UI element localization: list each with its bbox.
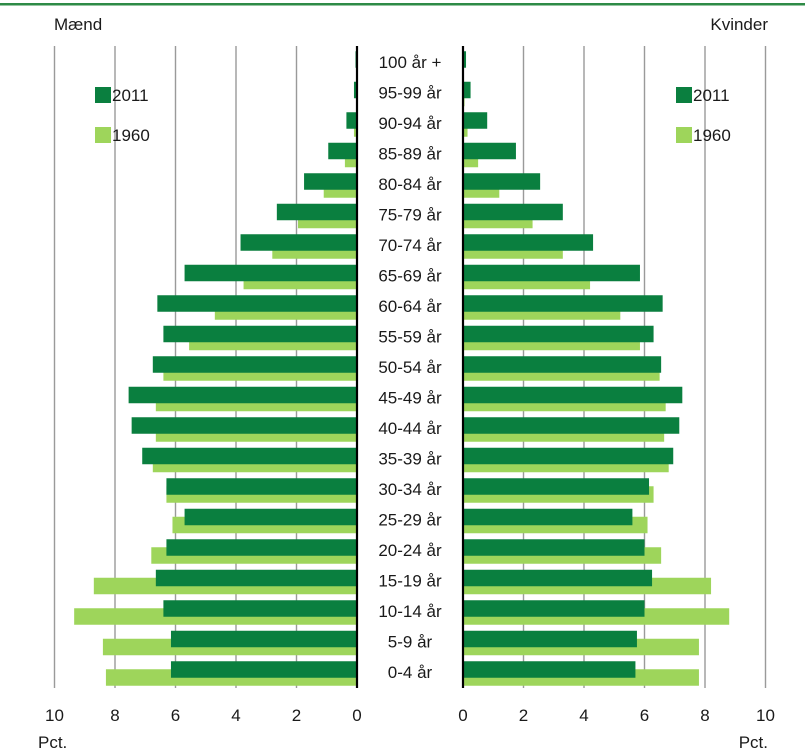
bar-women-2011-9 (463, 325, 654, 343)
bar-women-2011-2 (463, 112, 488, 129)
age-group-label: 0-4 år (388, 663, 433, 682)
age-group-label: 75-79 år (378, 206, 442, 225)
bar-men-2011-19 (170, 630, 357, 648)
bar-men-2011-5 (276, 203, 357, 221)
tick-label-right: 2 (519, 706, 528, 725)
bar-men-2011-11 (128, 386, 357, 404)
bar-women-2011-18 (463, 600, 645, 617)
bar-men-2011-4 (304, 173, 357, 190)
bar-men-2011-18 (163, 600, 357, 617)
tick-label-left: 4 (231, 706, 240, 725)
bar-men-2011-2 (346, 112, 357, 129)
bar-women-2011-3 (463, 142, 516, 160)
bar-men-2011-17 (155, 569, 357, 587)
bars (74, 51, 730, 686)
age-group-label: 15-19 år (378, 572, 442, 591)
tick-label-left: 0 (352, 706, 361, 725)
bar-men-2011-1 (353, 81, 357, 99)
age-group-label: 35-39 år (378, 450, 442, 469)
age-group-label: 70-74 år (378, 236, 442, 255)
bar-women-2011-16 (463, 539, 645, 556)
age-group-label: 65-69 år (378, 267, 442, 286)
bar-women-2011-12 (463, 417, 680, 434)
bar-men-2011-8 (157, 295, 357, 312)
bar-men-2011-6 (240, 234, 357, 251)
age-group-label: 100 år + (379, 53, 442, 72)
left-side-label: Mænd (54, 15, 102, 34)
age-group-labels: 100 år + 95-99 år 90-94 år 85-89 år 80-84 år… (378, 53, 442, 682)
age-group-label: 40-44 år (378, 419, 442, 438)
legend-swatch-2011-left (95, 87, 111, 103)
legend-left: 2011 1960 (95, 86, 150, 145)
tick-label-left: 10 (45, 706, 64, 725)
tick-label-right: 6 (640, 706, 649, 725)
legend-swatch-2011-right (676, 87, 692, 103)
legend-swatch-1960-right (676, 127, 692, 143)
bar-women-2011-8 (463, 295, 663, 312)
tick-label-right: 10 (756, 706, 775, 725)
legend-label-1960-left: 1960 (112, 126, 150, 145)
legend-swatch-1960-left (95, 127, 111, 143)
bar-men-2011-16 (166, 539, 357, 556)
age-group-label: 85-89 år (378, 145, 442, 164)
bar-men-2011-15 (184, 508, 357, 526)
age-group-label: 80-84 år (378, 175, 442, 194)
bar-women-2011-4 (463, 173, 541, 190)
bar-men-2011-10 (152, 356, 357, 373)
bar-women-2011-11 (463, 386, 683, 404)
age-group-label: 60-64 år (378, 297, 442, 316)
legend-label-1960-right: 1960 (693, 126, 731, 145)
age-group-label: 55-59 år (378, 328, 442, 347)
legend-right: 2011 1960 (676, 86, 731, 145)
bar-women-2011-17 (463, 569, 653, 587)
tick-label-right: 8 (700, 706, 709, 725)
bar-women-2011-1 (463, 81, 471, 99)
bar-women-2011-13 (463, 447, 674, 465)
bar-women-2011-6 (463, 234, 594, 251)
bar-men-2011-20 (170, 661, 357, 678)
bar-men-2011-7 (184, 264, 357, 282)
bar-women-2011-0 (463, 51, 467, 68)
bar-women-2011-5 (463, 203, 563, 221)
age-group-label: 90-94 år (378, 114, 442, 133)
age-group-label: 10-14 år (378, 602, 442, 621)
legend-label-2011-right: 2011 (693, 86, 730, 105)
bar-women-2011-19 (463, 630, 637, 648)
tick-label-right: 4 (579, 706, 588, 725)
tick-label-left: 2 (292, 706, 301, 725)
unit-label-right: Pct. (739, 733, 768, 752)
bar-men-2011-13 (142, 447, 357, 465)
legend-label-2011-left: 2011 (112, 86, 149, 105)
tick-label-left: 8 (110, 706, 119, 725)
bar-men-2011-9 (163, 325, 357, 343)
age-group-label: 95-99 år (378, 84, 442, 103)
bar-men-2011-12 (131, 417, 357, 434)
age-group-label: 5-9 år (388, 633, 433, 652)
axes (355, 46, 465, 688)
bar-women-2011-15 (463, 508, 633, 526)
tick-label-left: 6 (171, 706, 180, 725)
bar-women-2011-7 (463, 264, 640, 282)
tick-label-right: 0 (458, 706, 467, 725)
bar-women-2011-20 (463, 661, 636, 678)
bar-women-2011-14 (463, 478, 650, 495)
bar-men-2011-14 (166, 478, 357, 495)
age-group-label: 50-54 år (378, 358, 442, 377)
age-group-label: 30-34 år (378, 480, 442, 499)
unit-label-left: Pct. (38, 733, 67, 752)
bar-men-2011-3 (328, 142, 357, 160)
top-rule (0, 3, 805, 6)
bar-women-2011-10 (463, 356, 662, 373)
age-group-label: 25-29 år (378, 511, 442, 530)
right-side-label: Kvinder (710, 15, 768, 34)
age-group-label: 45-49 år (378, 389, 442, 408)
age-group-label: 20-24 år (378, 541, 442, 560)
tick-labels: 10 8 6 4 2 0 0 2 4 6 8 10 (45, 706, 775, 725)
